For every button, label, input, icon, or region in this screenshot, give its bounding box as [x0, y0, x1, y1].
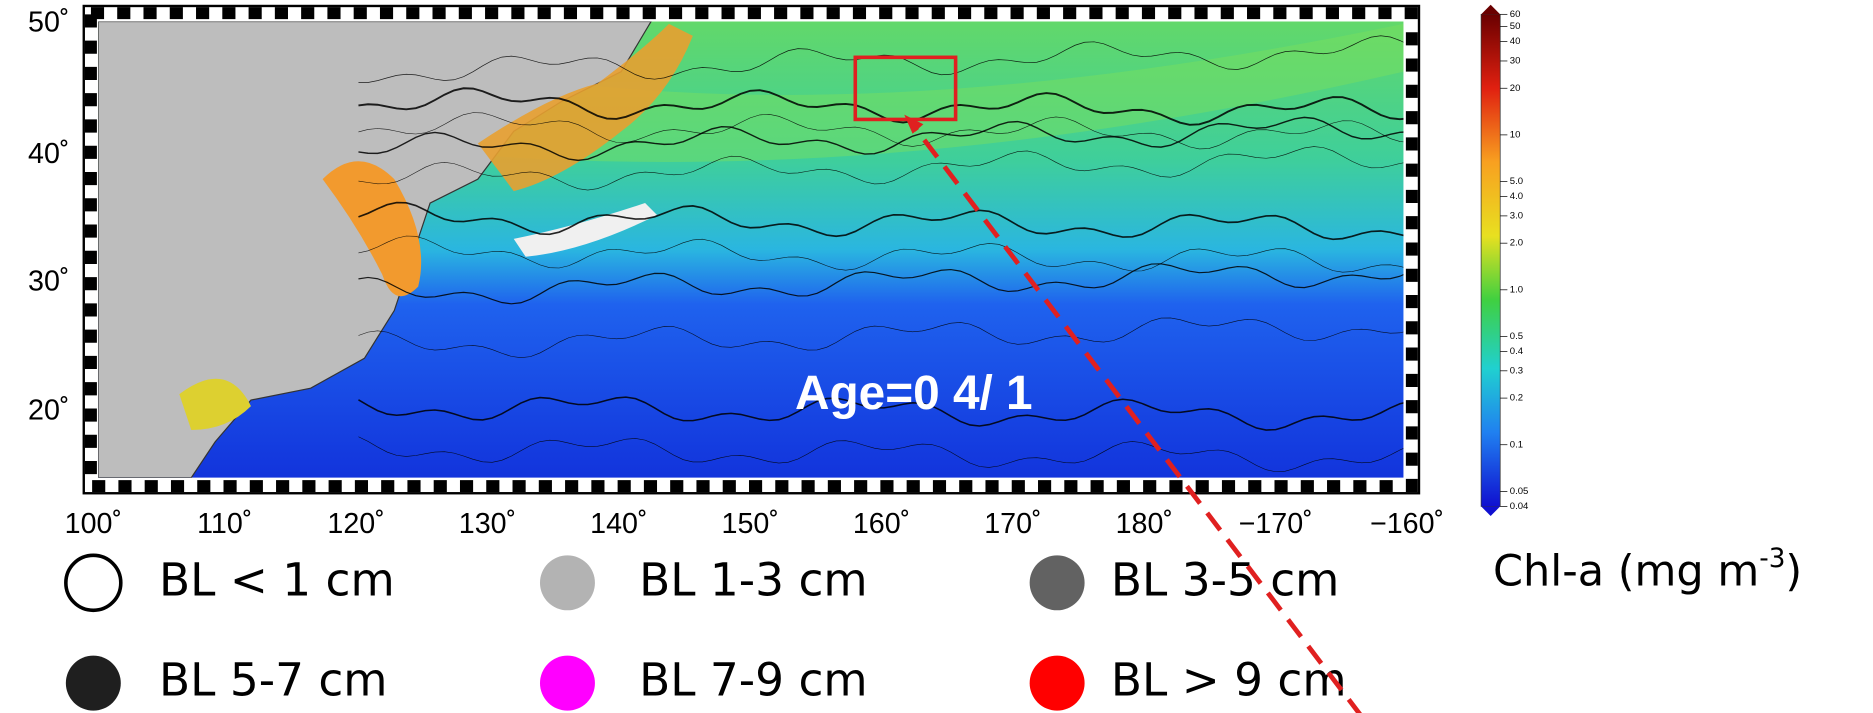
coastal-bloom: [322, 161, 422, 297]
legend-swatch: [64, 553, 123, 613]
legend-swatch: [539, 655, 595, 711]
colorbar-tick-label: 2.0: [1510, 238, 1523, 249]
colorbar-max-arrow: [1481, 4, 1501, 15]
colorbar-tick-label: 0.3: [1510, 365, 1523, 376]
lat-label: 30˚: [28, 266, 69, 298]
colorbar-tick-label: 0.05: [1510, 486, 1529, 497]
legend-label: BL > 9 cm: [1111, 654, 1347, 707]
colorbar-tick-label: 30: [1510, 55, 1521, 66]
colorbar-tick-label: 40: [1510, 36, 1521, 47]
contour-line: [358, 317, 1404, 358]
colorbar-title-sup: -3: [1759, 543, 1785, 573]
map-frame-ticks: [84, 7, 1418, 493]
contour-line: [358, 436, 1404, 473]
contour-line: [358, 235, 1404, 273]
colorbar-tick-label: 0.04: [1510, 501, 1529, 512]
legend-label: BL 5-7 cm: [159, 654, 388, 707]
colorbar-tick-label: 3.0: [1510, 210, 1523, 221]
colorbar-tick-label: 10: [1510, 129, 1521, 140]
legend-swatch: [65, 655, 121, 711]
colorbar-tick-label: 4.0: [1510, 191, 1523, 202]
lat-label: 40˚: [28, 138, 69, 170]
coastal-bloom: [179, 378, 251, 430]
lon-label: 180˚: [1116, 508, 1173, 540]
lon-label: 110˚: [197, 508, 252, 540]
colorbar-min-arrow: [1481, 506, 1501, 516]
legend-label: BL 3-5 cm: [1111, 553, 1340, 606]
legend: BL < 1 cm BL 1-3 cm BL 3-5 cm BL 5-7 cm BL 7…: [64, 553, 1347, 711]
legend-label: BL 1-3 cm: [639, 553, 868, 606]
lon-label: −160˚: [1370, 508, 1444, 540]
colorbar-tick-label: 0.1: [1510, 439, 1523, 450]
legend-swatch: [539, 555, 595, 611]
trajectory-arrow: [909, 121, 1362, 713]
contour-line: [358, 263, 1404, 305]
contour-line: [358, 396, 1404, 431]
colorbar-tick-label: 5.0: [1510, 176, 1523, 187]
map: Age=0 4/ 1: [82, 4, 1421, 495]
lon-label: 150˚: [722, 508, 779, 540]
colorbar-tick-label: 20: [1510, 83, 1521, 94]
legend-label: BL < 1 cm: [159, 553, 395, 606]
colorbar-tick-label: 60: [1510, 9, 1521, 20]
colorbar-title: Chl-a (mg m-3): [1493, 543, 1802, 595]
lat-label: 20˚: [28, 395, 69, 427]
colorbar-title-text: Chl-a (mg m: [1493, 546, 1759, 596]
lon-label: 100˚: [65, 508, 122, 540]
age-date-label: Age=0 4/ 1: [795, 367, 1033, 420]
lon-label: 140˚: [590, 508, 647, 540]
lon-label: −170˚: [1239, 508, 1313, 540]
contour-line: [358, 35, 1404, 83]
colorbar-tick-label: 1.0: [1510, 284, 1523, 295]
lon-label: 120˚: [327, 508, 384, 540]
lat-label: 50˚: [28, 6, 69, 38]
arrow-head: [904, 114, 924, 134]
legend-label: BL 7-9 cm: [639, 654, 868, 707]
colorbar: [1480, 13, 1501, 507]
colorbar-tick-label: 50: [1510, 21, 1521, 32]
contour-line: [358, 116, 1404, 162]
study-area-box: [853, 55, 958, 122]
coastal-bloom: [477, 23, 693, 192]
lon-label: 160˚: [853, 508, 910, 540]
colorbar-title-end: ): [1785, 546, 1802, 596]
colorbar-tick-label: 0.5: [1510, 331, 1523, 342]
colorbar-tick-label: 0.2: [1510, 393, 1523, 404]
contour-line: [358, 146, 1404, 191]
colorbar-tick-label: 0.4: [1510, 346, 1524, 357]
contour-line: [358, 112, 1404, 150]
legend-swatch: [1029, 655, 1085, 711]
lon-label: 130˚: [459, 508, 516, 540]
contour-line: [358, 201, 1404, 241]
lon-label: 170˚: [984, 508, 1041, 540]
legend-swatch: [1029, 555, 1085, 611]
